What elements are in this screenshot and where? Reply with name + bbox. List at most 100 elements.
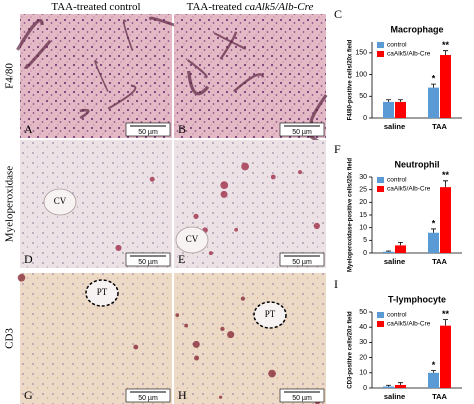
bar [440, 325, 451, 388]
stained-cell [220, 190, 228, 198]
bar-chart: I T-lymphocyte CD3-positive cells/20x fiel… [334, 277, 462, 401]
error-bar [386, 384, 391, 387]
bar [395, 101, 406, 118]
micrograph: B 50 µm [174, 14, 328, 148]
vessel-label: PT [97, 287, 108, 297]
tissue [174, 14, 326, 138]
panel-letter: H [178, 388, 187, 402]
bar [383, 251, 394, 253]
error-bar [386, 250, 391, 252]
bar [440, 55, 451, 118]
tissue [174, 273, 326, 404]
y-tick-label: 40 [359, 324, 367, 331]
stained-cell [115, 244, 122, 251]
legend-label: caAlk5/Alb-Cre [387, 186, 431, 193]
micrograph: A 50 µm [16, 14, 177, 138]
bar [395, 245, 406, 253]
septum [94, 59, 109, 93]
legend-swatch [377, 186, 384, 192]
legend-swatch [377, 42, 384, 48]
scale-label: 50 µm [292, 129, 312, 136]
x-tick-label: TAA [432, 392, 447, 401]
septum [219, 31, 238, 60]
stained-cell [192, 340, 200, 348]
stained-cell [17, 273, 26, 282]
stained-cell [149, 176, 155, 182]
y-tick-label: 30 [359, 174, 367, 181]
stained-cell [268, 369, 276, 378]
column-header: TAA-treated caAlk5/Alb-Cre [187, 1, 314, 13]
vessel [43, 188, 77, 216]
y-axis-label: F4/80-positive cells/20x field [348, 39, 354, 120]
scale-label: 50 µm [138, 129, 158, 136]
charts: C Macrophage F4/80-positive cells/20x fiel… [334, 7, 462, 401]
significance: * [432, 74, 436, 84]
headers: TAA-treated control TAA-treated caAlk5/Al… [4, 1, 314, 349]
stained-cell [240, 296, 246, 301]
legend-swatch [377, 177, 384, 183]
legend-label: control [387, 177, 407, 184]
panel-letter: A [24, 122, 33, 136]
y-tick-label: 30 [359, 339, 367, 346]
row-header: Myeloperoxidase [4, 166, 16, 242]
stained-cell [175, 313, 180, 317]
bar [428, 372, 439, 388]
tissue [20, 140, 172, 268]
stained-cell [208, 251, 213, 256]
error-bar [443, 50, 448, 56]
y-tick-label: 50 [359, 93, 367, 100]
x-tick-label: saline [384, 122, 405, 131]
panel-letter: I [334, 277, 338, 291]
stained-cell [220, 326, 225, 332]
significance: ** [442, 309, 450, 319]
stained-cell [220, 181, 229, 190]
septum [187, 70, 210, 96]
legend-label: control [387, 312, 407, 319]
stained-cell [227, 331, 235, 339]
x-tick-label: saline [384, 257, 405, 266]
header-italic: caAlk5/Alb-Cre [245, 1, 314, 13]
scale-label: 50 µm [138, 259, 158, 266]
micrograph: PT G 50 µm [17, 273, 172, 404]
y-tick-label: 50 [359, 309, 367, 316]
y-tick-label: 0 [363, 250, 367, 257]
y-tick-label: 0 [363, 385, 367, 392]
vessel [175, 226, 209, 254]
row-header: CD3 [4, 328, 16, 349]
vessel-label: CV [186, 234, 199, 244]
stained-cell [313, 222, 320, 230]
chart-title: Neutrophil [395, 159, 440, 169]
chart-title: Macrophage [390, 24, 443, 34]
septum [107, 84, 137, 110]
vessel [85, 279, 119, 307]
bar [383, 386, 394, 388]
header-text: TAA-treated control [51, 1, 140, 13]
panel-letter: E [178, 252, 185, 266]
y-tick-label: 10 [359, 225, 367, 232]
y-tick-label: 10 [359, 370, 367, 377]
panel-letter: B [178, 122, 186, 136]
error-bar [398, 382, 403, 385]
error-bar [443, 180, 448, 188]
bar-chart: F Neutrophil Myeloperoxidase-positive cell… [334, 142, 462, 272]
septum [233, 73, 265, 93]
scale-label: 50 µm [138, 395, 158, 402]
error-bar [431, 83, 436, 88]
legend-swatch [377, 312, 384, 318]
y-axis-label: CD3-positive cells/20x field [348, 311, 354, 389]
y-tick-label: 150 [355, 50, 367, 57]
error-bar [443, 319, 448, 326]
septum [213, 32, 247, 50]
y-tick-label: 0 [363, 115, 367, 122]
bar-chart: C Macrophage F4/80-positive cells/20x fiel… [334, 7, 462, 131]
x-tick-label: TAA [432, 122, 447, 131]
error-bar [398, 241, 403, 246]
stained-cell [193, 213, 199, 219]
stained-cell [298, 170, 303, 175]
tissue [20, 14, 172, 138]
micrograph: CV D 50 µm [20, 140, 172, 268]
panel-letter: F [334, 142, 341, 156]
bar [428, 87, 439, 118]
y-axis-label: Myeloperoxidase-positive cells/20x field [348, 158, 354, 272]
